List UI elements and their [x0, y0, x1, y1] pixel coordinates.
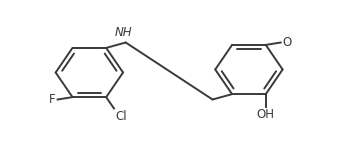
Text: OH: OH	[257, 109, 275, 122]
Text: O: O	[282, 36, 291, 49]
Text: Cl: Cl	[115, 110, 127, 123]
Text: F: F	[49, 93, 56, 106]
Text: NH: NH	[115, 26, 133, 39]
